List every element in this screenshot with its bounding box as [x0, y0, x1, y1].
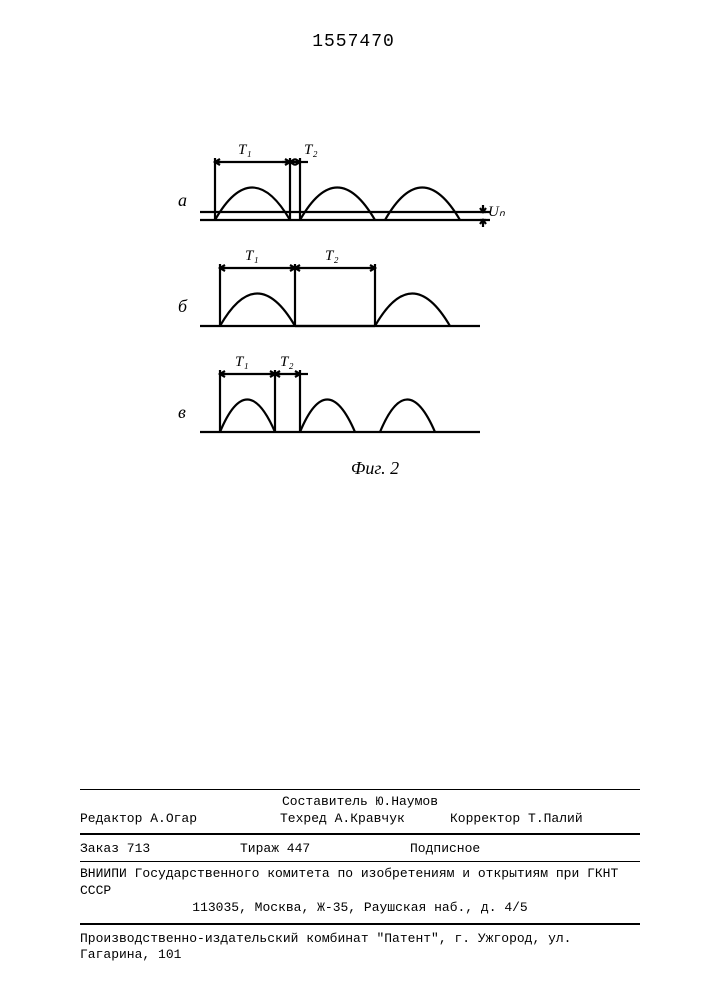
- waveform-b-svg: [180, 246, 510, 346]
- label-b-T2: Т₂: [325, 248, 339, 265]
- figure-2: а: [180, 140, 510, 479]
- addr-line: 113035, Москва, Ж-35, Раушская наб., д. …: [80, 900, 640, 917]
- printer-line: Производственно-издательский комбинат "П…: [80, 931, 640, 965]
- divider: [80, 923, 640, 925]
- label-v-T2: Т₂: [280, 354, 294, 371]
- waveform-v-svg: [180, 352, 510, 452]
- label-a-T1: Т₁: [238, 142, 252, 159]
- page: 1557470 а: [0, 0, 707, 1000]
- waveform-row-a: а: [180, 140, 510, 240]
- org-line: ВНИИПИ Государственного комитета по изоб…: [80, 866, 640, 900]
- label-a-Un: Uₙ: [488, 202, 505, 221]
- waveform-row-v: в: [180, 352, 510, 452]
- divider: [80, 861, 640, 862]
- waveform-row-b: б Т₁: [180, 246, 510, 346]
- figure-caption: Фиг. 2: [240, 458, 510, 479]
- doc-number: 1557470: [0, 32, 707, 52]
- divider: [80, 833, 640, 835]
- corrector: Корректор Т.Палий: [450, 811, 583, 828]
- label-a-T2: Т₂: [304, 142, 318, 159]
- editor: Редактор А.Огар: [80, 811, 197, 828]
- divider: [80, 789, 640, 790]
- colophon: Составитель Ю.Наумов Редактор А.Огар Тех…: [80, 785, 640, 964]
- order: Заказ 713: [80, 841, 150, 858]
- tiraz: Тираж 447: [240, 841, 310, 858]
- waveform-a-svg: [180, 140, 510, 240]
- order-row: Заказ 713 Тираж 447 Подписное: [80, 841, 640, 857]
- subscription: Подписное: [410, 841, 480, 858]
- compiler-line: Составитель Ю.Наумов: [80, 794, 640, 811]
- label-v-T1: Т₁: [235, 354, 249, 371]
- credits-row: Редактор А.Огар Техред А.Кравчук Коррект…: [80, 811, 640, 827]
- label-b-T1: Т₁: [245, 248, 259, 265]
- tehred: Техред А.Кравчук: [280, 811, 405, 828]
